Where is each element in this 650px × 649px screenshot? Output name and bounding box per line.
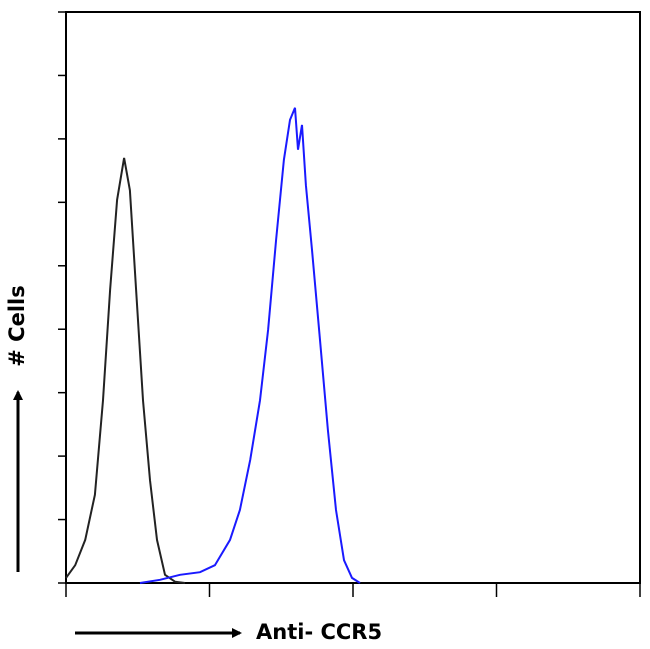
x-axis-label: Anti- CCR5 <box>256 620 382 644</box>
y-axis-label: # Cells <box>5 285 29 366</box>
histogram-line <box>65 157 186 584</box>
histogram-line <box>139 107 361 584</box>
